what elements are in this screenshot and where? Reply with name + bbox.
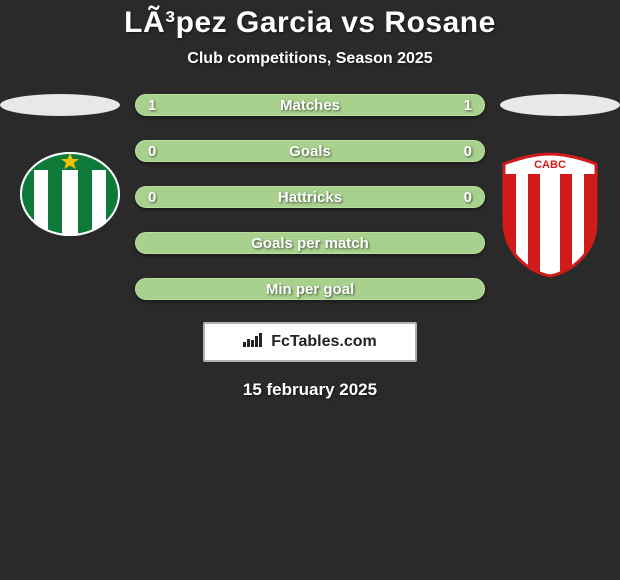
stat-value-right: 0 <box>464 189 472 206</box>
brand-text: FcTables.com <box>271 333 377 351</box>
comparison-stage: C A B CABC <box>0 94 620 300</box>
stat-value-right: 1 <box>464 97 472 114</box>
stat-value-left: 1 <box>148 97 156 114</box>
team-badge-left: C A B <box>20 152 120 236</box>
stat-bar: Min per goal <box>135 278 485 300</box>
stat-bar: Goals per match <box>135 232 485 254</box>
bar-chart-icon <box>243 333 265 352</box>
player-platform-left <box>0 94 120 116</box>
stat-label: Goals per match <box>251 235 369 252</box>
stat-value-left: 0 <box>148 143 156 160</box>
stat-bar: 0 Hattricks 0 <box>135 186 485 208</box>
stat-label: Goals <box>289 143 331 160</box>
stat-bars: 1 Matches 1 0 Goals 0 0 Hattricks 0 Goals per mat… <box>135 94 485 300</box>
subtitle: Club competitions, Season 2025 <box>0 50 620 68</box>
player-platform-right <box>500 94 620 116</box>
stat-label: Matches <box>280 97 340 114</box>
svg-text:CABC: CABC <box>534 159 566 171</box>
team-badge-right: CABC <box>500 152 600 278</box>
stat-bar: 0 Goals 0 <box>135 140 485 162</box>
stat-label: Hattricks <box>278 189 342 206</box>
brand-box: FcTables.com <box>203 322 417 362</box>
stat-value-right: 0 <box>464 143 472 160</box>
stat-label: Min per goal <box>266 281 354 298</box>
page-title: LÃ³pez Garcia vs Rosane <box>0 0 620 40</box>
date-text: 15 february 2025 <box>0 380 620 400</box>
stat-bar: 1 Matches 1 <box>135 94 485 116</box>
stat-value-left: 0 <box>148 189 156 206</box>
